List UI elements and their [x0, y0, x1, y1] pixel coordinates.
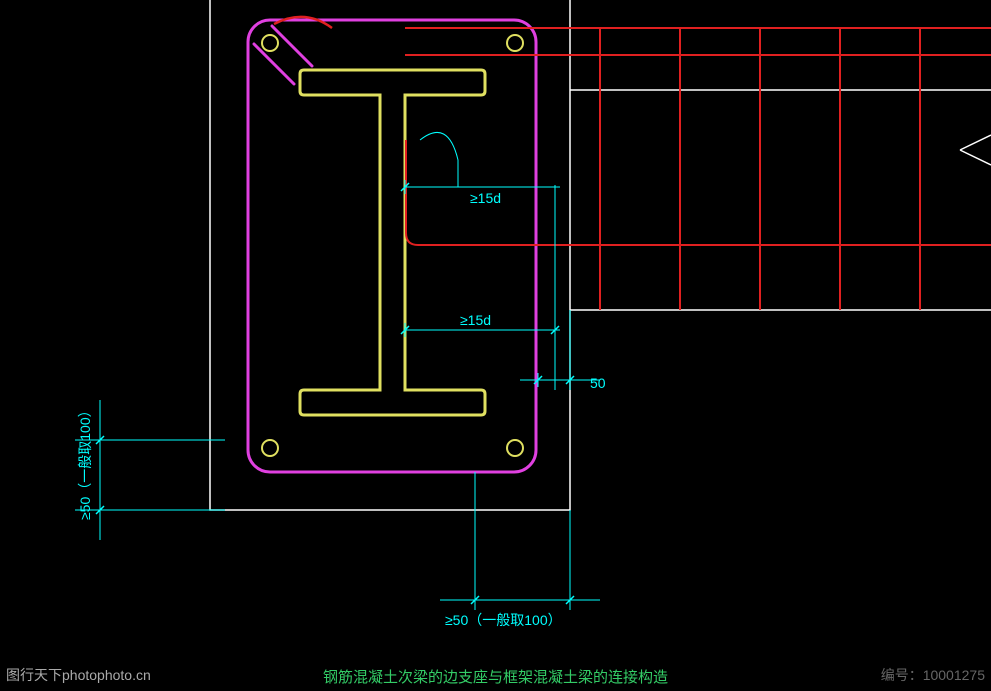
caption: 钢筋混凝土次梁的边支座与框架混凝土梁的连接构造	[323, 666, 668, 687]
id-label: 编号：10001275	[881, 665, 985, 685]
dim-15d-top-label: ≥15d	[470, 190, 501, 206]
ibeam	[300, 70, 485, 415]
dim-bot-label: ≥50（一般取100）	[445, 612, 562, 628]
dim-15d-bot-label: ≥15d	[460, 312, 491, 328]
leader-curve	[420, 132, 458, 187]
right-arrow	[960, 135, 991, 165]
dim-50-right-label: 50	[590, 375, 606, 391]
dim-left-label: ≥50（一般取100）	[77, 403, 93, 520]
column-outline	[210, 0, 570, 510]
rebar-tr	[507, 35, 523, 51]
stirrup-hook	[254, 26, 312, 84]
diagram-svg: ≥15d ≥15d 50 ≥50（一般取100） ≥50（一般取100）	[0, 0, 991, 691]
slab-outline	[570, 90, 991, 310]
watermark: 图行天下photophoto.cn	[6, 665, 151, 685]
rebar-tl	[262, 35, 278, 51]
rebar-br	[507, 440, 523, 456]
rebar-bl	[262, 440, 278, 456]
